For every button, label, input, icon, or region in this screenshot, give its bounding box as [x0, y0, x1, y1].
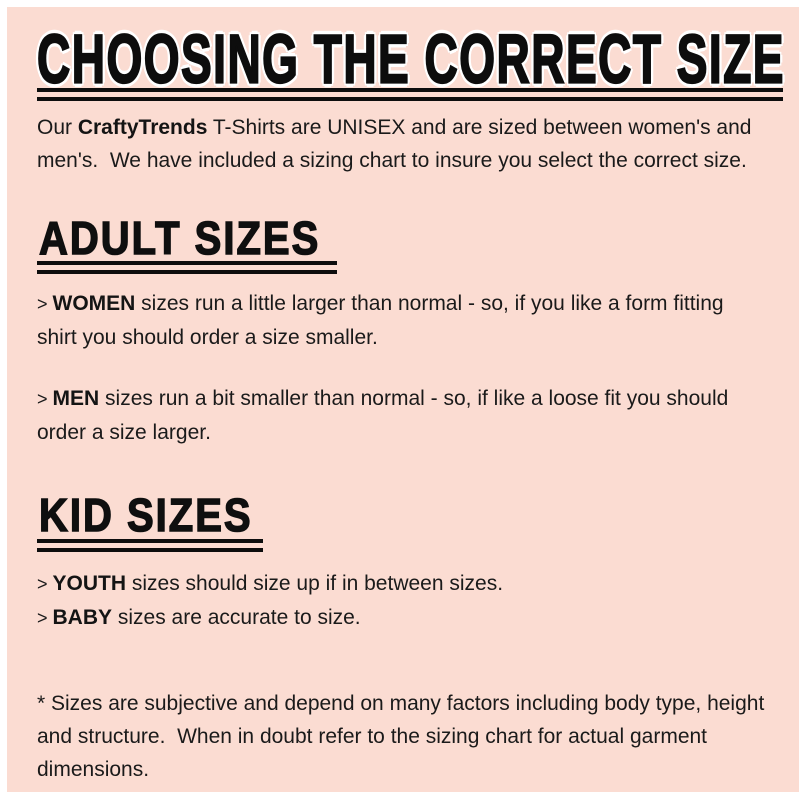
intro-text-pre: Our	[37, 116, 78, 139]
intro-paragraph: Our CraftyTrends T-Shirts are UNISEX and…	[37, 111, 789, 177]
sizing-guide-card: CHOOSING THE CORRECT SIZE Our CraftyTren…	[7, 7, 799, 792]
youth-note-text: sizes should size up if in between sizes…	[126, 572, 504, 595]
bullet-marker: >	[37, 294, 53, 314]
youth-sizing-note: > YOUTH sizes should size up if in betwe…	[37, 567, 797, 601]
kid-heading-double-underline	[37, 539, 263, 552]
bullet-term-youth: YOUTH	[52, 572, 127, 595]
bullet-term-men: MEN	[52, 387, 100, 410]
page-title: CHOOSING THE CORRECT SIZE	[36, 19, 785, 98]
women-sizing-note: > WOMEN sizes run a little larger than n…	[37, 287, 737, 354]
baby-sizing-note: > BABY sizes are accurate to size.	[37, 601, 797, 635]
bullet-marker: >	[37, 389, 53, 409]
kid-sizing-notes: > YOUTH sizes should size up if in betwe…	[37, 567, 797, 635]
baby-note-text: sizes are accurate to size.	[112, 606, 361, 629]
adult-sizes-heading: ADULT SIZES	[38, 213, 321, 265]
bullet-term-women: WOMEN	[52, 292, 136, 315]
title-double-underline	[37, 88, 783, 101]
bullet-term-baby: BABY	[52, 606, 113, 629]
men-sizing-note: > MEN sizes run a bit smaller than norma…	[37, 382, 737, 449]
women-note-text: sizes run a little larger than normal - …	[37, 292, 730, 349]
men-note-text: sizes run a bit smaller than normal - so…	[37, 387, 735, 444]
kid-sizes-heading: KID SIZES	[38, 490, 253, 542]
adult-heading-double-underline	[37, 261, 337, 274]
intro-text-post: T-Shirts are UNISEX and are sized betwee…	[37, 116, 758, 172]
brand-name: CraftyTrends	[77, 116, 208, 139]
bullet-marker: >	[37, 574, 53, 594]
footnote: * Sizes are subjective and depend on man…	[37, 692, 771, 781]
bullet-marker: >	[37, 608, 53, 628]
